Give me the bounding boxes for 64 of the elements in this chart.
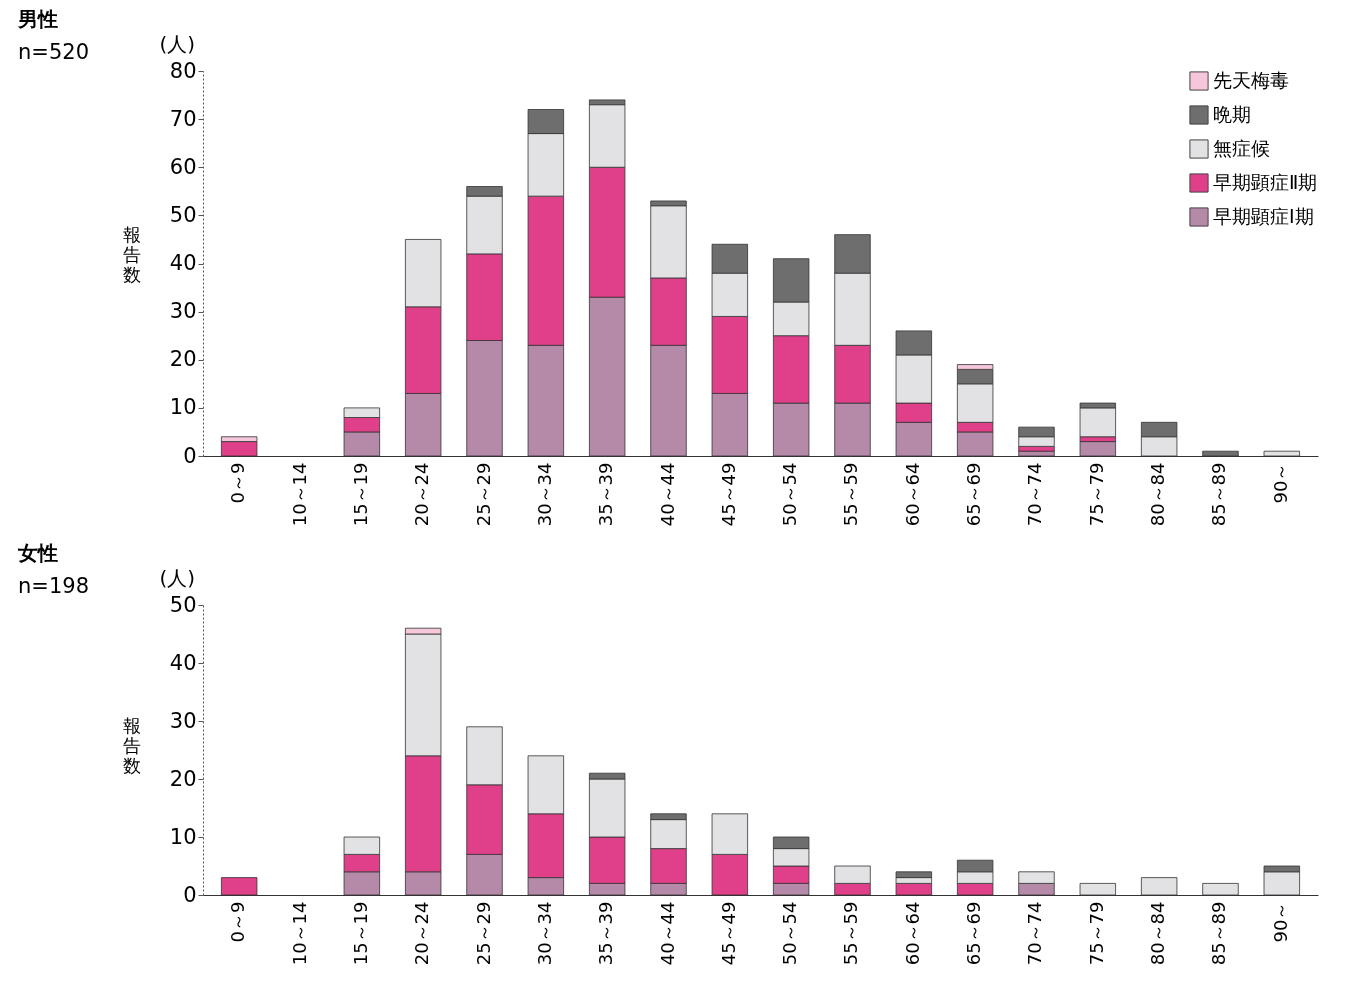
x-tick-label: 75～79 <box>1085 901 1107 966</box>
legend-label: 無症候 <box>1213 137 1270 159</box>
legend-label: 晩期 <box>1213 103 1251 125</box>
legend-label: 先天梅毒 <box>1213 69 1289 91</box>
y-tick-label: 30 <box>169 299 197 324</box>
x-tick-label: 40～44 <box>656 462 678 527</box>
x-tick-label: 85～89 <box>1208 462 1230 527</box>
legend-label: 早期顕症Ⅰ期 <box>1213 205 1314 227</box>
chart-subtitle: n=198 <box>18 574 89 598</box>
y-tick-label: 20 <box>169 766 197 791</box>
y-tick-label: 70 <box>169 106 197 131</box>
y-tick-label: 40 <box>169 251 197 275</box>
x-tick-label: 90～ <box>1269 462 1291 504</box>
y-tick-label: 0 <box>183 882 197 907</box>
x-tick-label: 80～84 <box>1147 462 1169 527</box>
text: (人) <box>159 32 195 56</box>
x-tick-label: 70～74 <box>1024 901 1046 966</box>
x-tick-label: 75～79 <box>1085 462 1107 527</box>
y-tick-label: 50 <box>169 592 197 617</box>
x-tick-label: 60～64 <box>901 901 923 966</box>
y-tick-label: 20 <box>169 347 197 372</box>
x-tick-label: 65～69 <box>963 462 985 527</box>
chart-subtitle: n=520 <box>18 40 89 64</box>
y-axis-title: 報告数 <box>122 715 141 776</box>
x-tick-label: 15～19 <box>349 462 371 527</box>
x-tick-label: 10～14 <box>288 462 310 527</box>
x-tick-label: 30～34 <box>533 462 555 527</box>
x-tick-label: 30～34 <box>533 901 555 966</box>
y-axis-title: 報告数 <box>122 223 141 285</box>
x-tick-label: 0～9 <box>227 901 249 943</box>
y-tick-label: 80 <box>169 58 197 83</box>
x-tick-label: 0～9 <box>227 462 249 504</box>
x-tick-label: 70～74 <box>1024 462 1046 527</box>
x-tick-label: 45～49 <box>717 462 739 527</box>
x-tick-label: 85～89 <box>1208 901 1230 966</box>
y-tick-label: 60 <box>169 154 197 179</box>
x-tick-label: 35～39 <box>595 462 617 527</box>
y-tick-label: 10 <box>169 395 197 420</box>
y-tick-label: 0 <box>183 443 197 468</box>
x-tick-label: 20～24 <box>411 901 433 966</box>
y-tick-label: 40 <box>169 650 197 675</box>
x-tick-label: 65～69 <box>963 901 985 966</box>
y-tick-label: 50 <box>169 202 197 227</box>
x-tick-label: 50～54 <box>779 462 801 527</box>
x-tick-label: 40～44 <box>656 901 678 966</box>
x-tick-label: 20～24 <box>411 462 433 527</box>
x-tick-label: 45～49 <box>717 901 739 966</box>
y-tick-label: 30 <box>169 708 197 733</box>
x-tick-label: 35～39 <box>595 901 617 966</box>
x-tick-label: 60～64 <box>901 462 923 527</box>
x-tick-label: 25～29 <box>472 462 494 527</box>
x-tick-label: 10～14 <box>288 901 310 966</box>
legend-label: 早期顕症Ⅱ期 <box>1213 171 1318 193</box>
x-tick-label: 80～84 <box>1147 901 1169 966</box>
x-tick-label: 15～19 <box>349 901 371 966</box>
x-tick-label: 90～ <box>1269 901 1291 943</box>
x-tick-label: 55～59 <box>840 901 862 966</box>
text: 男性 <box>17 7 58 31</box>
x-tick-label: 55～59 <box>840 462 862 527</box>
x-tick-label: 50～54 <box>779 901 801 966</box>
y-tick-label: 10 <box>169 824 197 849</box>
x-tick-label: 25～29 <box>472 901 494 966</box>
text: (人) <box>159 566 195 590</box>
text: 女性 <box>17 541 58 565</box>
